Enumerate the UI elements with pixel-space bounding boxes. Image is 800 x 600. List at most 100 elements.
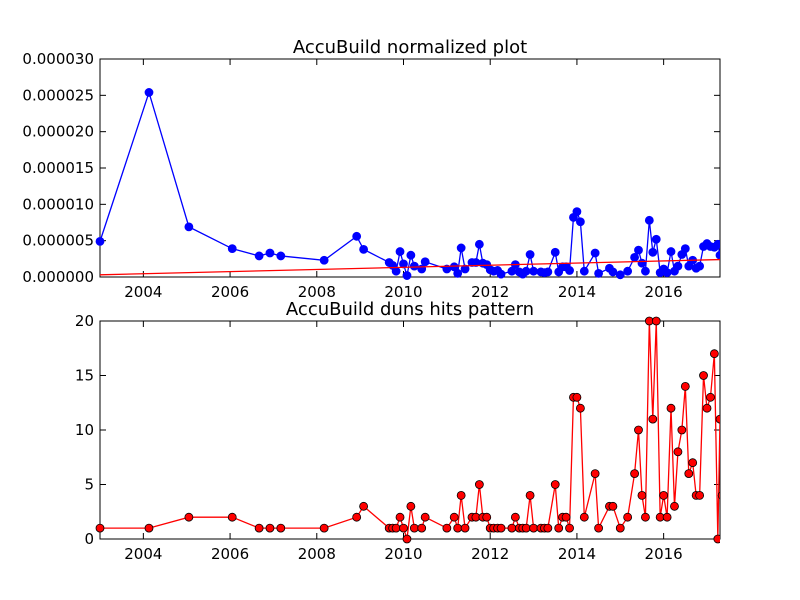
- data-point: [406, 250, 416, 260]
- y-tick-label: 15: [75, 367, 94, 385]
- data-point: [637, 258, 647, 268]
- x-tick-label: 2004: [124, 545, 162, 563]
- data-point: [699, 371, 708, 380]
- data-point: [352, 231, 362, 241]
- data-point: [677, 425, 687, 435]
- data-point: [319, 255, 329, 265]
- x-tick-label: 2016: [645, 283, 683, 301]
- chart-title: AccuBuild normalized plot: [293, 37, 527, 58]
- data-point: [352, 512, 362, 522]
- data-point: [575, 403, 585, 413]
- x-tick-label: 2016: [645, 545, 683, 563]
- data-point: [695, 490, 705, 500]
- data-point: [399, 523, 408, 533]
- data-point: [550, 480, 560, 489]
- data-point: [525, 250, 535, 259]
- data-point: [709, 349, 719, 359]
- data-point: [453, 523, 463, 533]
- data-point: [579, 512, 589, 522]
- data-point: [648, 247, 658, 257]
- data-point: [227, 512, 237, 522]
- data-point: [391, 266, 401, 276]
- data-point: [594, 523, 604, 533]
- data-point: [662, 268, 672, 278]
- data-point: [482, 512, 492, 522]
- y-tick-label: 10: [75, 421, 94, 439]
- y-tick-label: 0.000020: [22, 123, 94, 141]
- data-point: [706, 392, 715, 402]
- data-point: [673, 447, 683, 457]
- data-point: [460, 523, 470, 533]
- y-tick-label: 0.000025: [22, 86, 94, 104]
- data-point: [634, 245, 643, 255]
- plot-marks: [95, 88, 720, 280]
- data-point: [460, 264, 470, 274]
- data-point: [702, 403, 712, 413]
- y-tick-label: 0.000030: [22, 50, 94, 68]
- data-point: [688, 458, 698, 468]
- data-point: [521, 523, 531, 533]
- data-point: [713, 534, 720, 544]
- data-point: [630, 469, 639, 479]
- data-point: [673, 261, 683, 271]
- normalized-plot-chart: AccuBuild normalized plot 2004 2006 2008 201…: [22, 37, 721, 301]
- data-point: [579, 266, 589, 276]
- data-point: [510, 512, 520, 522]
- y-tick-label: 0.000000: [22, 268, 94, 286]
- data-point: [529, 266, 538, 276]
- x-tick-label: 2012: [471, 283, 509, 301]
- data-point: [670, 501, 679, 511]
- trend-line: [99, 258, 720, 276]
- data-point: [572, 207, 582, 217]
- data-point: [623, 512, 633, 522]
- data-point: [717, 491, 720, 500]
- data-point: [651, 234, 661, 244]
- data-point: [680, 244, 690, 254]
- x-tick-label: 2010: [384, 545, 422, 563]
- data-point: [634, 425, 643, 435]
- x-tick-label: 2006: [211, 283, 249, 301]
- data-point: [402, 534, 412, 544]
- data-point: [680, 381, 690, 391]
- data-point: [623, 266, 633, 276]
- data-point: [608, 267, 618, 277]
- data-point: [529, 523, 538, 533]
- data-point: [417, 523, 427, 533]
- data-point: [590, 248, 600, 258]
- data-point: [525, 490, 535, 500]
- data-point: [543, 523, 553, 533]
- data-point: [565, 266, 574, 275]
- data-point: [359, 501, 369, 511]
- data-point: [254, 251, 264, 261]
- data-point: [615, 523, 625, 533]
- data-point: [496, 269, 506, 279]
- data-point: [715, 250, 720, 260]
- data-point: [554, 523, 564, 533]
- data-point: [144, 88, 154, 97]
- data-point: [666, 403, 676, 413]
- x-tick-label: 2014: [558, 545, 596, 563]
- data-point: [630, 252, 639, 262]
- data-point: [644, 215, 654, 225]
- data-point: [442, 523, 452, 533]
- x-tick-label: 2010: [384, 283, 422, 301]
- data-point: [265, 523, 275, 533]
- data-point: [715, 414, 720, 424]
- data-point: [276, 523, 286, 533]
- duns-hits-pattern-chart: AccuBuild duns hits pattern 2004 2006 2008 2…: [75, 299, 721, 563]
- data-point: [550, 247, 560, 257]
- data-point: [420, 512, 430, 522]
- data-point: [276, 251, 286, 261]
- chart-title: AccuBuild duns hits pattern: [286, 299, 534, 320]
- data-point: [319, 523, 329, 533]
- data-point: [561, 512, 571, 522]
- data-point: [684, 469, 694, 479]
- data-point: [359, 244, 369, 254]
- data-point: [227, 244, 237, 254]
- plot-marks: [95, 316, 720, 544]
- y-tick-label: 0: [84, 530, 94, 548]
- data-point: [565, 523, 574, 533]
- data-point: [666, 247, 676, 256]
- data-point: [409, 261, 419, 271]
- data-point: [144, 523, 154, 533]
